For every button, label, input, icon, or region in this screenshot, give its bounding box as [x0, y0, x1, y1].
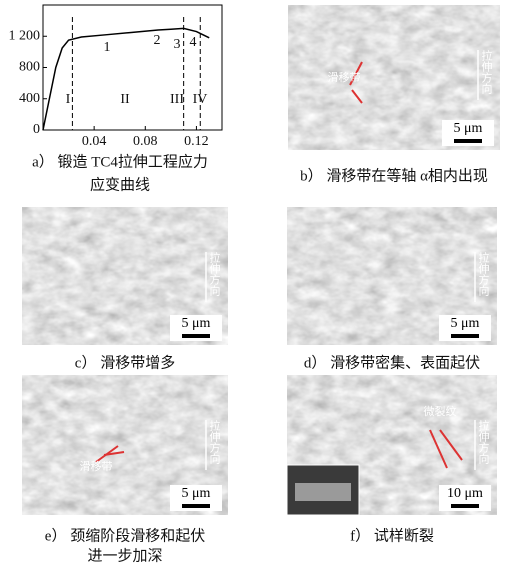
point-label: 2	[154, 33, 161, 48]
y-tick-label: 0	[33, 122, 40, 137]
scale-label: 5 μm	[454, 121, 483, 136]
caption: 应变曲线	[90, 175, 150, 193]
figure: 拉伸方向滑移带5 μm拉伸方向5 μm拉伸方向5 μm拉伸方向滑移带5 μm拉伸…	[0, 0, 509, 566]
annotation: 滑移带	[328, 71, 361, 84]
annotation: 滑移带	[80, 460, 113, 473]
caption: e） 颈缩阶段滑移和起伏	[45, 527, 205, 544]
x-tick-label: 0.04	[82, 134, 107, 149]
point-label: 1	[104, 40, 111, 55]
x-tick-label: 0.08	[133, 134, 158, 149]
region-label: II	[120, 92, 130, 107]
point-label: 4	[190, 35, 197, 50]
plot-frame	[43, 5, 222, 130]
caption: 进一步加深	[87, 547, 162, 564]
scale-label: 5 μm	[182, 486, 211, 501]
x-tick-label: 0.12	[184, 134, 209, 149]
caption: c） 滑移带增多	[75, 354, 175, 371]
region-label: IV	[193, 92, 208, 107]
inset-detail	[295, 483, 351, 501]
scale-bar	[182, 334, 210, 338]
y-tick-label: 800	[19, 60, 40, 75]
stress-strain-curve	[43, 28, 209, 130]
scale-bar	[182, 504, 210, 508]
scale-bar	[451, 504, 479, 508]
scale-label: 10 μm	[447, 486, 483, 501]
direction-label: 拉伸方向	[477, 251, 490, 296]
region-label: I	[66, 92, 71, 107]
scale-bar	[451, 334, 479, 338]
scale-label: 5 μm	[182, 316, 211, 331]
direction-label: 拉伸方向	[208, 251, 221, 296]
scale-label: 5 μm	[451, 316, 480, 331]
direction-label: 拉伸方向	[480, 49, 493, 94]
y-tick-label: 1 200	[9, 28, 41, 43]
scale-bar	[454, 139, 482, 143]
point-label: 3	[174, 37, 181, 52]
region-label: III	[170, 92, 184, 107]
caption: f） 试样断裂	[350, 527, 434, 544]
caption: b） 滑移带在等轴 α相内出现	[300, 166, 488, 184]
caption: a） 锻造 TC4拉伸工程应力	[32, 152, 208, 170]
caption: d） 滑移带密集、表面起伏	[304, 354, 480, 371]
direction-label: 拉伸方向	[477, 419, 490, 464]
direction-label: 拉伸方向	[208, 419, 221, 464]
y-tick-label: 400	[19, 91, 40, 106]
annotation: 微裂纹	[424, 404, 457, 418]
